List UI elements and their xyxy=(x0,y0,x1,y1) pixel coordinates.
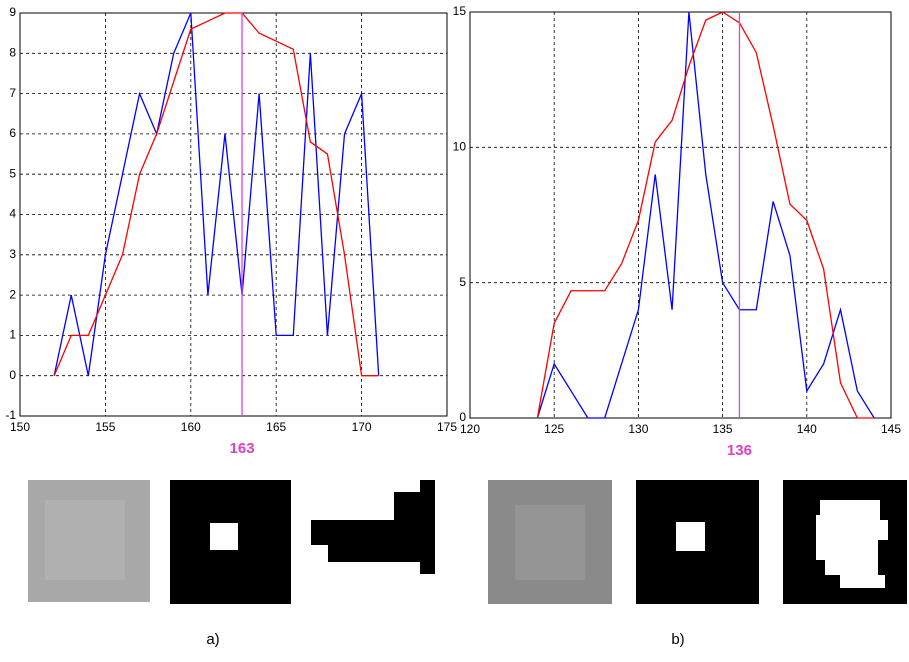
x-tick-label: 140 xyxy=(797,422,817,436)
y-tick-label: 5 xyxy=(9,166,16,180)
y-tick-label: 2 xyxy=(9,287,16,301)
x-tick-label: 135 xyxy=(713,422,733,436)
x-tick-label: 170 xyxy=(352,420,372,434)
y-tick-label: 0 xyxy=(9,368,16,382)
x-tick-label: 145 xyxy=(881,422,901,436)
y-tick-label: 10 xyxy=(453,140,467,154)
gray-patch-inner xyxy=(515,505,585,580)
x-tick-label: 120 xyxy=(460,422,480,436)
binary-spot xyxy=(210,523,238,550)
caption: b) xyxy=(671,631,684,648)
x-tick-label: 130 xyxy=(628,422,648,436)
series-line xyxy=(53,12,380,376)
y-tick-label: 9 xyxy=(9,5,16,19)
y-tick-label: 8 xyxy=(9,45,16,59)
caption: a) xyxy=(206,631,219,648)
x-tick-label: 160 xyxy=(181,420,201,434)
series-line xyxy=(536,11,875,419)
y-tick-label: 3 xyxy=(9,247,16,261)
plot-area xyxy=(470,12,891,418)
mask-region xyxy=(311,480,420,520)
y-tick-label: 1 xyxy=(9,328,16,342)
axes-frame xyxy=(469,11,892,419)
x-tick-label: 165 xyxy=(266,420,286,434)
binary-spot xyxy=(676,522,705,551)
gray-patch-inner xyxy=(45,500,125,580)
y-tick-label: 4 xyxy=(9,207,16,221)
marker-label: 163 xyxy=(230,440,255,457)
y-tick-label: -1 xyxy=(5,408,16,422)
y-tick-label: 7 xyxy=(9,86,16,100)
y-tick-label: 5 xyxy=(459,275,466,289)
mask-region xyxy=(816,500,888,588)
marker-label: 136 xyxy=(727,442,752,459)
x-tick-label: 175 xyxy=(437,420,457,434)
y-tick-label: 6 xyxy=(9,126,16,140)
mask-region xyxy=(311,545,435,604)
series-line xyxy=(53,12,379,377)
series-line xyxy=(536,11,875,419)
image-panels-b xyxy=(488,480,907,604)
y-tick-label: 0 xyxy=(459,410,466,424)
x-tick-label: 155 xyxy=(95,420,115,434)
x-tick-label: 150 xyxy=(10,420,30,434)
x-tick-label: 125 xyxy=(544,422,564,436)
image-panels-a xyxy=(28,480,435,604)
y-tick-label: 15 xyxy=(453,4,467,18)
